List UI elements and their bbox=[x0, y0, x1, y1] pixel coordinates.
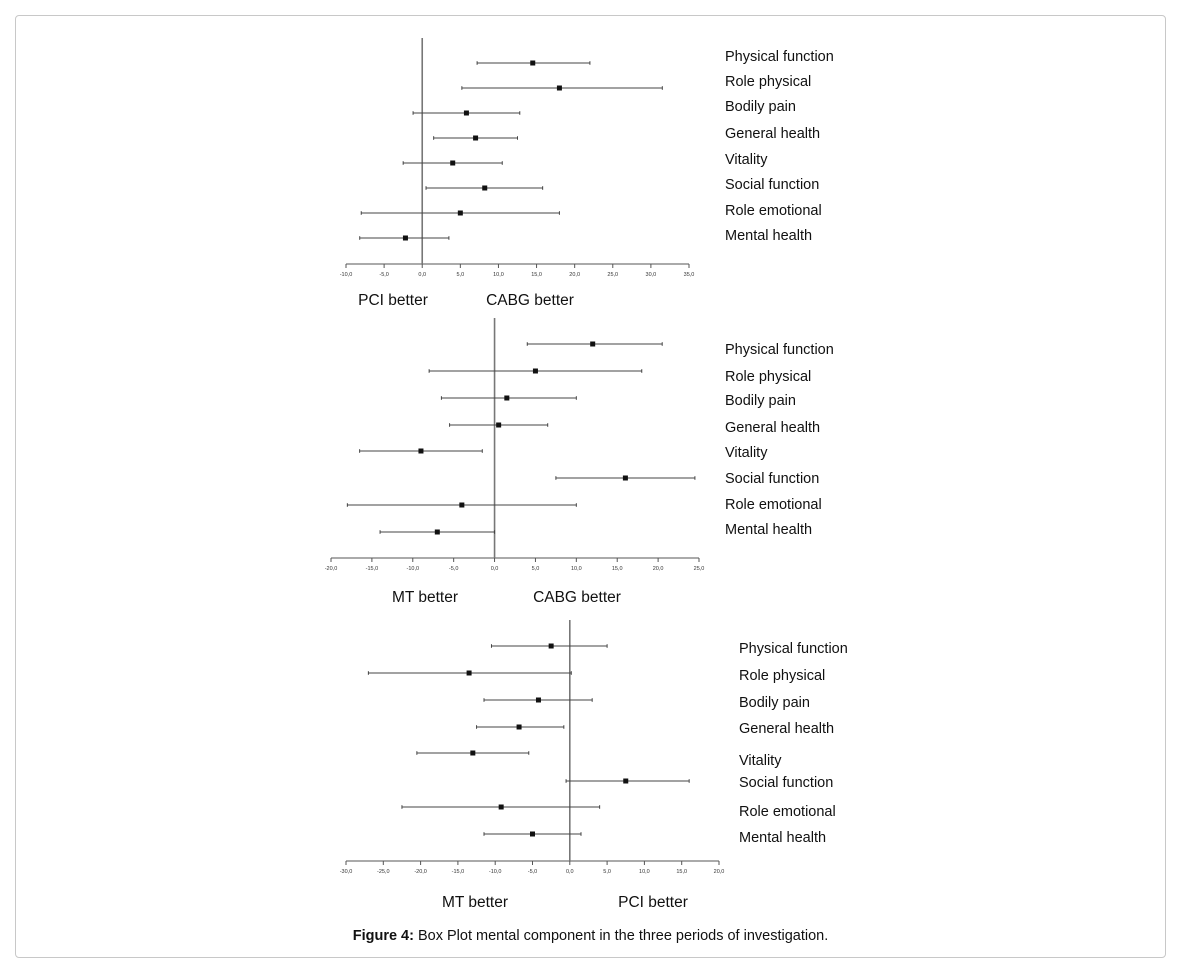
forest-panel-mt-vs-pci: -30,0 -25,0 -20,0 -15,0 -10,0 -5,0 0,0 5,0 10,0 1… bbox=[340, 620, 848, 911]
x-tick-label: 35,0 bbox=[684, 272, 695, 278]
x-tick-label: 0,0 bbox=[491, 566, 499, 572]
category-label: Role physical bbox=[739, 668, 825, 684]
x-tick-label: 5,0 bbox=[457, 272, 465, 278]
category-label: Bodily pain bbox=[739, 695, 810, 711]
category-label: Role emotional bbox=[739, 804, 836, 820]
point-estimate bbox=[466, 670, 472, 676]
category-label: Vitality bbox=[725, 152, 768, 168]
x-tick-label: 30,0 bbox=[646, 272, 657, 278]
category-label: Role emotional bbox=[725, 497, 822, 513]
x-tick-label: -20,0 bbox=[325, 566, 338, 572]
point-estimate bbox=[504, 395, 510, 401]
category-label: Social function bbox=[739, 775, 833, 791]
x-tick-label: 15,0 bbox=[676, 869, 687, 875]
point-estimate bbox=[532, 368, 538, 374]
category-label: Bodily pain bbox=[725, 99, 796, 115]
point-estimate bbox=[450, 160, 456, 166]
category-label: Physical function bbox=[739, 641, 848, 657]
category-label: Social function bbox=[725, 471, 819, 487]
category-label: Social function bbox=[725, 177, 819, 193]
point-estimate bbox=[535, 697, 541, 703]
x-tick-label: -5,0 bbox=[449, 566, 458, 572]
category-label: Role physical bbox=[725, 74, 811, 90]
x-tick-label: -20,0 bbox=[414, 869, 427, 875]
point-estimate bbox=[459, 502, 465, 508]
x-tick-label: -10,0 bbox=[407, 566, 420, 572]
forest-panel-pci-vs-cabg: -10,0 -5,0 0,0 5,0 10,0 15,0 20,0 25,0 30,0 35,0 P… bbox=[340, 38, 834, 309]
category-label: Role emotional bbox=[725, 203, 822, 219]
left-favour-label: MT better bbox=[442, 894, 508, 911]
x-tick-label: 20,0 bbox=[569, 272, 580, 278]
left-favour-label: PCI better bbox=[358, 292, 428, 309]
point-estimate bbox=[530, 60, 536, 66]
x-tick-label: -5,0 bbox=[379, 272, 388, 278]
x-tick-label: 20,0 bbox=[714, 869, 725, 875]
x-tick-label: -15,0 bbox=[366, 566, 379, 572]
x-tick-label: 20,0 bbox=[653, 566, 664, 572]
category-label: Vitality bbox=[739, 753, 782, 769]
caption-text: Box Plot mental component in the three p… bbox=[417, 928, 829, 944]
figure-caption: Figure 4: Box Plot mental component in t… bbox=[0, 928, 1181, 944]
right-favour-label: PCI better bbox=[618, 894, 688, 911]
point-estimate bbox=[516, 724, 522, 730]
x-tick-label: 15,0 bbox=[612, 566, 623, 572]
category-label: Mental health bbox=[739, 830, 826, 846]
x-tick-label: 25,0 bbox=[694, 566, 705, 572]
category-label: General health bbox=[739, 721, 834, 737]
point-estimate bbox=[548, 643, 554, 649]
point-estimate bbox=[556, 85, 562, 91]
category-label: Role physical bbox=[725, 369, 811, 385]
x-tick-label: -30,0 bbox=[340, 869, 353, 875]
x-tick-label: 10,0 bbox=[639, 869, 650, 875]
point-estimate bbox=[463, 110, 469, 116]
point-estimate bbox=[530, 831, 535, 837]
x-tick-label: 25,0 bbox=[607, 272, 618, 278]
category-label: General health bbox=[725, 126, 820, 142]
x-tick-label: -15,0 bbox=[452, 869, 465, 875]
point-estimate bbox=[590, 341, 596, 347]
x-tick-label: 5,0 bbox=[532, 566, 540, 572]
point-estimate bbox=[402, 235, 408, 241]
x-tick-label: 10,0 bbox=[571, 566, 582, 572]
category-label: General health bbox=[725, 420, 820, 436]
point-estimate bbox=[482, 185, 488, 191]
x-tick-label: 0,0 bbox=[418, 272, 426, 278]
point-estimate bbox=[470, 750, 476, 756]
category-label: Physical function bbox=[725, 342, 834, 358]
point-estimate bbox=[496, 422, 502, 428]
x-tick-label: 0,0 bbox=[566, 869, 574, 875]
x-tick-label: -25,0 bbox=[377, 869, 390, 875]
category-label: Bodily pain bbox=[725, 393, 796, 409]
right-favour-label: CABG better bbox=[486, 292, 574, 309]
x-tick-label: 15,0 bbox=[531, 272, 542, 278]
x-tick-label: 10,0 bbox=[493, 272, 504, 278]
category-label: Physical function bbox=[725, 49, 834, 65]
category-label: Vitality bbox=[725, 445, 768, 461]
point-estimate bbox=[473, 135, 479, 141]
x-tick-label: 5,0 bbox=[603, 869, 611, 875]
figure-frame bbox=[15, 15, 1166, 958]
right-favour-label: CABG better bbox=[533, 589, 621, 606]
category-label: Mental health bbox=[725, 228, 812, 244]
point-estimate bbox=[434, 529, 440, 535]
point-estimate bbox=[623, 778, 629, 784]
point-estimate bbox=[457, 210, 463, 216]
caption-label: Figure 4: bbox=[352, 928, 414, 944]
forest-panel-mt-vs-cabg: -20,0 -15,0 -10,0 -5,0 0,0 5,0 10,0 15,0 20,0 25,… bbox=[325, 318, 834, 606]
point-estimate bbox=[498, 804, 504, 810]
x-tick-label: -5,0 bbox=[528, 869, 537, 875]
category-label: Mental health bbox=[725, 522, 812, 538]
x-tick-label: -10,0 bbox=[489, 869, 502, 875]
point-estimate bbox=[418, 448, 424, 454]
left-favour-label: MT better bbox=[392, 589, 458, 606]
point-estimate bbox=[622, 475, 628, 481]
x-tick-label: -10,0 bbox=[340, 272, 353, 278]
